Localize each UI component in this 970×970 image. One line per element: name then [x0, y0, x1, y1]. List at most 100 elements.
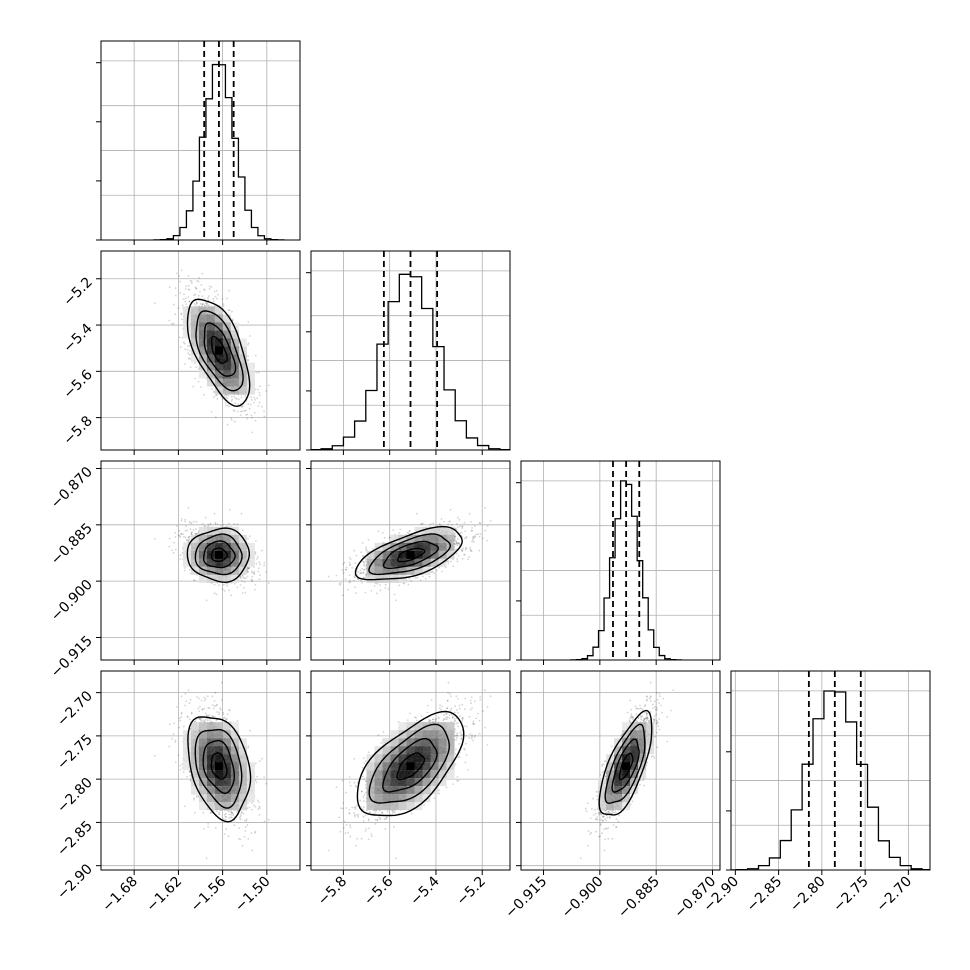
density-peak	[214, 550, 223, 559]
density-cell	[206, 306, 215, 315]
density-cell	[206, 338, 215, 347]
scatter-point	[246, 575, 249, 578]
scatter-point	[187, 352, 190, 355]
density-cell	[206, 550, 215, 559]
scatter-point	[263, 415, 266, 418]
scatter-point	[439, 523, 441, 526]
scatter-point	[463, 537, 466, 540]
scatter-point	[201, 304, 204, 306]
scatter-point	[188, 357, 191, 359]
scatter-point	[456, 558, 458, 560]
scatter-point	[190, 280, 193, 283]
scatter-point	[171, 322, 173, 325]
density-cell	[206, 558, 215, 567]
density-cell	[222, 330, 231, 339]
scatter-point	[482, 537, 484, 540]
histogram-panel-0	[101, 41, 300, 240]
scatter-point	[178, 534, 181, 537]
scatter-point	[458, 543, 461, 546]
scatter-point	[203, 304, 206, 307]
scatter-point	[373, 585, 376, 587]
scatter-point	[474, 536, 477, 538]
scatter-point	[484, 529, 486, 532]
scatter-point	[186, 539, 189, 542]
density-cell	[230, 370, 239, 379]
scatter-point	[188, 568, 191, 571]
scatter-point	[249, 403, 252, 406]
scatter-point	[251, 399, 253, 401]
scatter-point	[343, 561, 346, 564]
density-cell	[190, 558, 199, 567]
density-cell	[238, 354, 247, 363]
scatter-point	[255, 562, 258, 565]
scatter-point	[348, 574, 351, 576]
scatter-point	[253, 411, 256, 414]
density-cell	[206, 378, 215, 387]
scatter-point	[441, 570, 444, 573]
histogram-frame-1	[310, 250, 511, 451]
density-cell	[190, 354, 199, 363]
scatter-point	[347, 588, 350, 591]
scatter-point	[184, 348, 187, 351]
scatter-point	[254, 552, 257, 555]
scatter-point	[180, 313, 183, 316]
scatter-point	[193, 303, 196, 305]
scatter-point	[192, 385, 195, 388]
density-cell	[190, 346, 199, 355]
scatter-point	[348, 561, 351, 564]
scatter-point	[187, 345, 189, 347]
scatter-point	[168, 319, 171, 322]
scatter-point	[448, 520, 450, 523]
scatter-point	[208, 285, 211, 288]
scatter-point	[247, 344, 249, 346]
scatter-point	[227, 309, 230, 312]
scatter-point	[348, 564, 351, 567]
scatter-point	[243, 409, 246, 412]
contour-1-0-3	[186, 298, 251, 408]
scatter-point	[180, 532, 183, 535]
scatter-point	[410, 579, 412, 582]
x-tick-label-3-4: −2.70	[874, 874, 916, 916]
scatter-point	[188, 289, 191, 291]
scatter-point	[180, 533, 183, 535]
scatter-point	[180, 312, 183, 315]
scatter-point	[226, 423, 229, 426]
scatter-point	[233, 410, 236, 412]
scatter-point	[257, 567, 260, 570]
scatter-point	[398, 584, 401, 587]
scatter-point	[196, 279, 199, 282]
scatter-point	[489, 520, 492, 522]
scatter-point	[372, 548, 375, 551]
scatter-point	[244, 409, 247, 412]
scatter-point	[446, 560, 448, 562]
scatter-point	[176, 272, 178, 275]
scatter-point	[420, 523, 423, 525]
scatter-point	[180, 520, 183, 522]
y-tick-label-1-1: −5.6	[60, 367, 95, 402]
density-cell	[214, 330, 223, 339]
scatter-point	[186, 529, 189, 532]
scatter-point	[179, 346, 182, 349]
density-cell	[190, 338, 199, 347]
scatter-point	[201, 295, 204, 298]
scatter-point	[197, 280, 200, 283]
scatter-point	[188, 300, 191, 303]
scatter-point	[187, 536, 190, 539]
scatter-point	[253, 572, 256, 574]
scatter-point	[469, 548, 472, 551]
scatter-point	[247, 537, 249, 540]
scatter-point	[197, 380, 200, 383]
scatter-point	[342, 563, 345, 566]
scatter-point	[452, 565, 455, 567]
scatter-point	[249, 535, 251, 538]
scatter-point	[327, 575, 330, 578]
scatter-point	[265, 571, 268, 573]
scatter-point	[187, 296, 190, 298]
scatter-point	[422, 522, 424, 525]
scatter-point	[214, 523, 217, 526]
density-cell	[198, 566, 207, 575]
density-cell	[222, 542, 231, 551]
scatter-point	[194, 579, 196, 582]
scatter-point	[230, 419, 233, 421]
